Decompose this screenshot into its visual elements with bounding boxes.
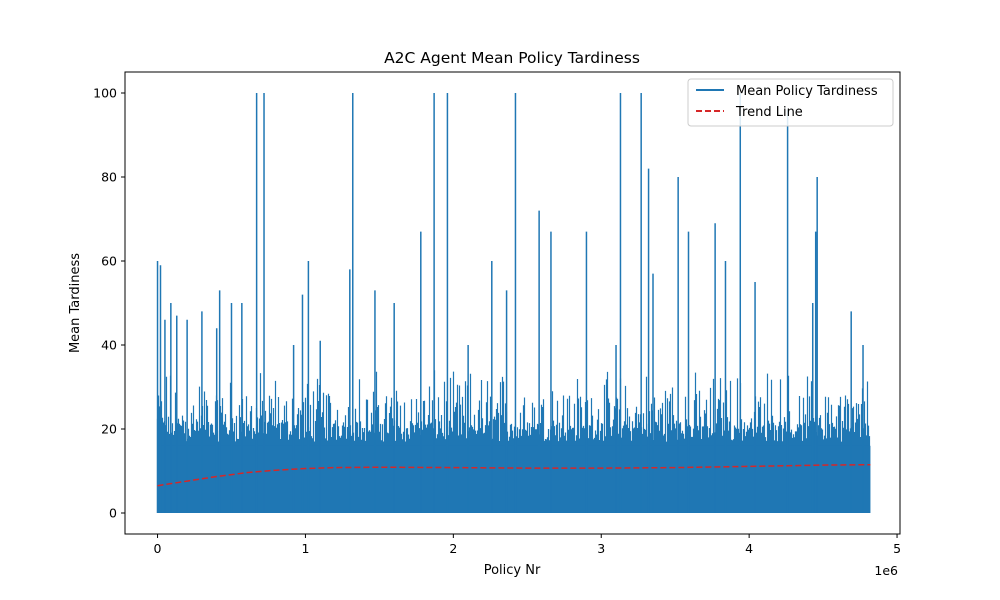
y-axis-label: Mean Tardiness	[68, 253, 83, 353]
y-tick-label: 20	[101, 422, 117, 437]
plot-series	[156, 93, 871, 513]
axes-frame	[124, 71, 901, 535]
y-tick-label: 0	[109, 506, 117, 521]
y-tick-label: 100	[93, 86, 117, 101]
x-axis-label: Policy Nr	[484, 563, 541, 578]
legend: Mean Policy Tardiness Trend Line	[687, 78, 894, 127]
x-tick-label: 1	[301, 541, 309, 556]
x-tick-label: 2	[449, 541, 457, 556]
y-tick-label: 80	[101, 170, 117, 185]
y-axis: 0 20 40 60 80 100	[93, 86, 125, 521]
x-tick-label: 3	[597, 541, 605, 556]
legend-trend-label: Trend Line	[735, 105, 803, 120]
y-tick-label: 60	[101, 254, 117, 269]
y-tick-label: 40	[101, 338, 117, 353]
x-tick-label: 4	[745, 541, 753, 556]
trend-line	[157, 463, 871, 487]
legend-box	[687, 78, 894, 127]
series-tardiness-fill	[157, 445, 871, 513]
chart-title: A2C Agent Mean Policy Tardiness	[384, 49, 640, 67]
x-tick-label: 0	[154, 541, 162, 556]
x-axis-offset-label: 1e6	[874, 563, 898, 578]
legend-series-label: Mean Policy Tardiness	[736, 84, 878, 99]
x-tick-label: 5	[893, 541, 901, 556]
x-axis: 0 1 2 3 4 5	[154, 534, 901, 556]
